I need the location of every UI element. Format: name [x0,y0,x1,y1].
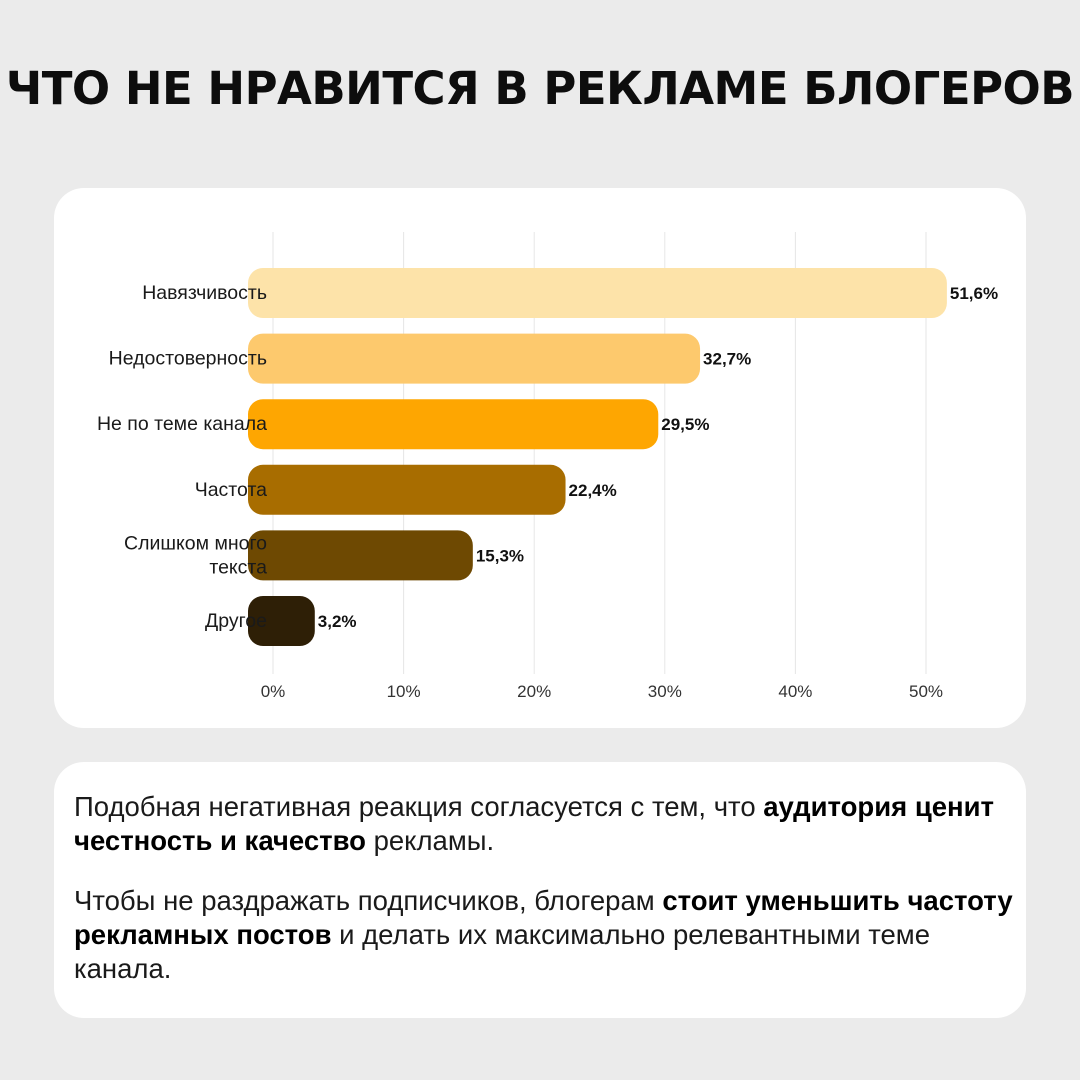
value-label: 51,6% [950,284,998,303]
category-label: Недостоверность [109,348,267,370]
bar-chart: 0% 10% 20% 30% 40% 50% Навязчивость 51,6% Недост… [97,232,998,701]
bar [248,268,947,318]
x-tick-label: 50% [909,682,943,701]
category-label: Не по теме канала [97,413,267,435]
summary-card: Подобная негативная реакция согласуется … [54,762,1026,1018]
x-tick-label: 10% [387,682,421,701]
category-label: Частота [195,479,267,501]
x-tick-label: 40% [778,682,812,701]
value-label: 22,4% [569,481,617,500]
summary-highlight: аудитория ценит честность и качество [74,791,995,856]
page-title: ЧТО НЕ НРАВИТСЯ В РЕКЛАМЕ БЛОГЕРОВ [5,62,1075,115]
summary-text: рекламы. [365,825,495,856]
summary-highlight: стоит уменьшить частоту рекламных постов [74,885,1013,950]
category-label: Навязчивость [142,282,267,304]
chart-card: 0% 10% 20% 30% 40% 50% Навязчивость 51,6% Недост… [54,188,1026,728]
bar [248,530,473,581]
category-label: Другое [205,610,267,632]
bar [248,399,659,450]
summary-text: Чтобы не раздражать подписчиков, блогера… [74,885,663,916]
summary-paragraph-1: Подобная негативная реакция согласуется … [74,790,1014,858]
summary-paragraph-2: Чтобы не раздражать подписчиков, блогера… [74,884,1014,986]
x-tick-label: 0% [261,682,286,701]
x-tick-label: 30% [648,682,682,701]
value-label: 3,2% [318,612,357,631]
x-tick-label: 20% [517,682,551,701]
summary-text: и делать их максимально релевантными тем… [74,919,930,984]
bar [248,464,566,515]
value-label: 29,5% [661,415,709,434]
bar [248,333,701,384]
summary-text: Подобная негативная реакция согласуется … [74,791,764,822]
value-label: 32,7% [703,350,751,369]
value-label: 15,3% [476,546,524,565]
category-label: Слишком много текста [124,532,267,578]
bar [248,596,315,646]
